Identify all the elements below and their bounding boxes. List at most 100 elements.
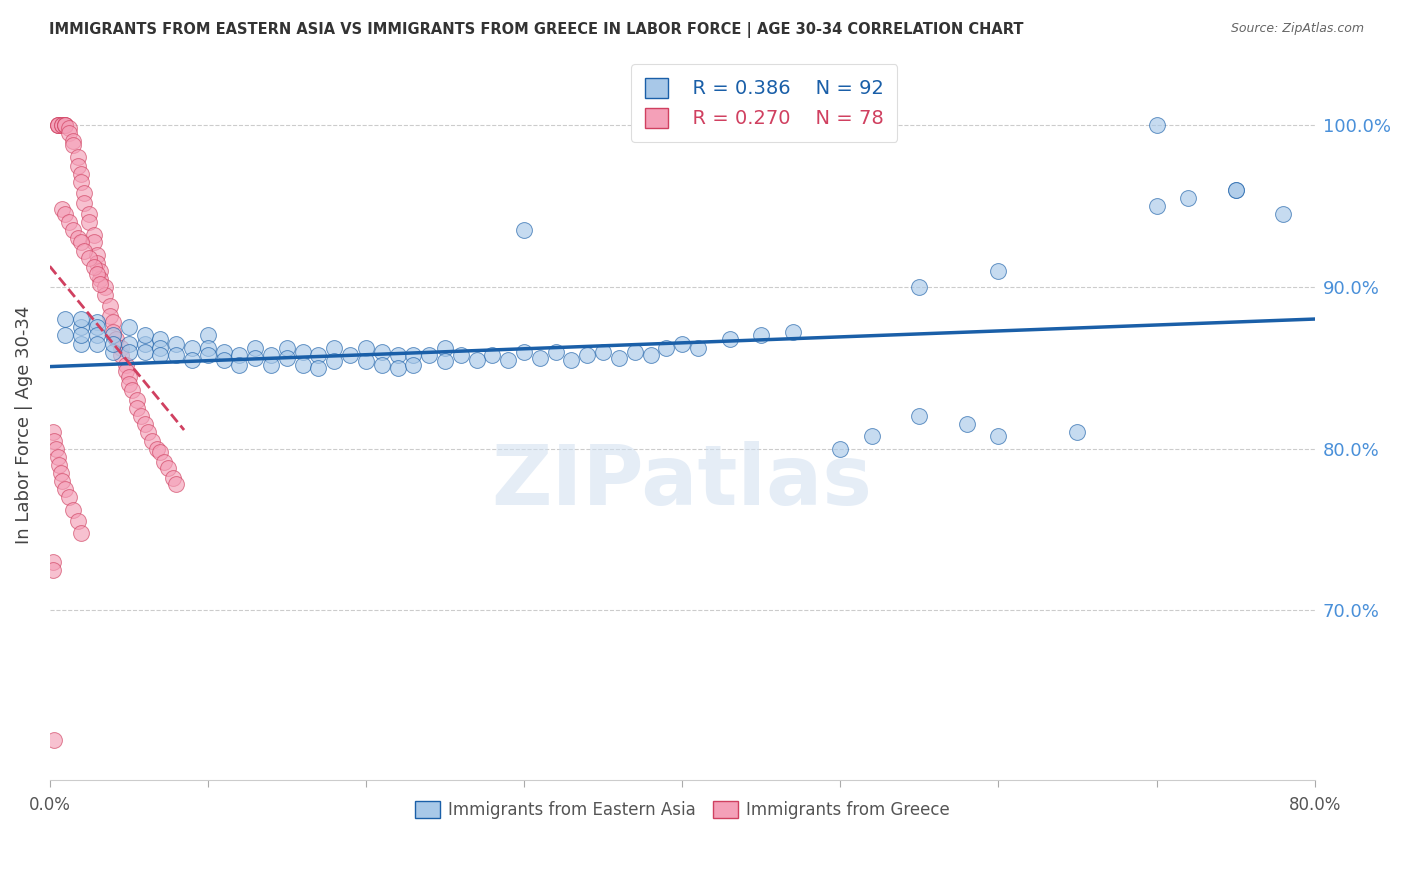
Point [1225, 183, 1247, 197]
Point [134, 328, 156, 343]
Point [51, 118, 73, 132]
Point [89, 277, 111, 291]
Point [77, 251, 100, 265]
Point [308, 360, 330, 375]
Point [1146, 199, 1168, 213]
Point [70, 525, 93, 540]
Point [228, 348, 250, 362]
Point [70, 167, 93, 181]
Point [125, 393, 148, 408]
Point [245, 351, 267, 365]
Point [58, 490, 80, 504]
Point [73, 244, 96, 259]
Point [354, 342, 377, 356]
Point [73, 186, 96, 200]
Point [782, 325, 804, 339]
Point [276, 351, 298, 365]
Point [110, 348, 132, 362]
Point [165, 336, 187, 351]
Point [323, 354, 346, 368]
Point [44, 434, 66, 448]
Point [1225, 183, 1247, 197]
Point [51, 202, 73, 217]
Point [73, 195, 96, 210]
Point [101, 316, 124, 330]
Point [576, 348, 599, 362]
Point [51, 118, 73, 132]
Point [686, 342, 709, 356]
Point [157, 461, 180, 475]
Point [86, 336, 108, 351]
Point [291, 358, 314, 372]
Point [544, 344, 567, 359]
Point [49, 466, 72, 480]
Point [55, 328, 77, 343]
Point [83, 260, 105, 275]
Point [86, 328, 108, 343]
Point [987, 264, 1010, 278]
Point [101, 325, 124, 339]
Point [1177, 191, 1199, 205]
Point [67, 151, 90, 165]
Point [42, 563, 65, 577]
Point [152, 455, 174, 469]
Point [450, 348, 472, 362]
Point [165, 477, 187, 491]
Point [418, 348, 440, 362]
Point [42, 555, 65, 569]
Point [149, 445, 172, 459]
Point [276, 342, 298, 356]
Point [197, 342, 219, 356]
Point [149, 332, 172, 346]
Point [592, 344, 614, 359]
Point [55, 118, 77, 132]
Point [354, 354, 377, 368]
Point [387, 348, 409, 362]
Point [433, 342, 456, 356]
Point [46, 118, 69, 132]
Point [860, 428, 883, 442]
Point [125, 401, 148, 416]
Point [655, 342, 678, 356]
Point [70, 336, 93, 351]
Point [197, 348, 219, 362]
Point [908, 280, 931, 294]
Point [83, 228, 105, 243]
Point [70, 312, 93, 326]
Point [86, 267, 108, 281]
Point [134, 417, 156, 432]
Point [42, 425, 65, 440]
Point [58, 215, 80, 229]
Point [308, 348, 330, 362]
Point [671, 336, 693, 351]
Point [70, 235, 93, 249]
Point [529, 351, 551, 365]
Point [718, 332, 741, 346]
Point [110, 342, 132, 356]
Point [118, 344, 141, 359]
Point [67, 515, 90, 529]
Point [181, 352, 204, 367]
Point [118, 370, 141, 384]
Point [371, 358, 394, 372]
Point [131, 409, 153, 424]
Point [114, 358, 136, 372]
Point [623, 344, 645, 359]
Point [141, 434, 163, 448]
Point [86, 247, 108, 261]
Point [86, 255, 108, 269]
Point [55, 312, 77, 326]
Point [339, 348, 361, 362]
Point [607, 351, 630, 365]
Point [118, 376, 141, 391]
Point [134, 344, 156, 359]
Point [77, 207, 100, 221]
Point [45, 442, 67, 456]
Point [260, 358, 283, 372]
Point [86, 316, 108, 330]
Point [89, 272, 111, 286]
Point [465, 352, 488, 367]
Point [98, 299, 121, 313]
Point [1066, 425, 1088, 440]
Point [94, 288, 117, 302]
